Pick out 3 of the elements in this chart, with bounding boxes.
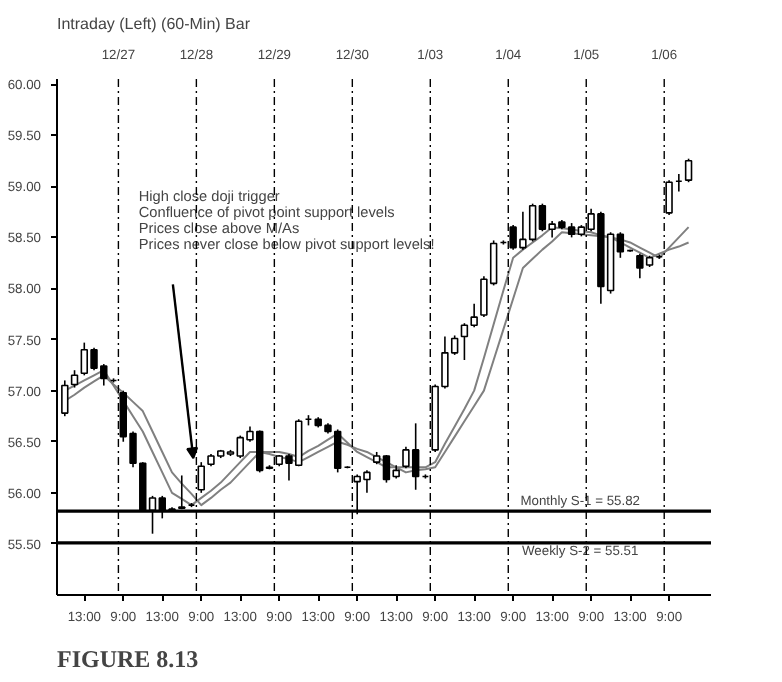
chart-title: Intraday (Left) (60-Min) Bar <box>57 15 251 33</box>
caption: FIGURE 8.13 <box>57 645 199 673</box>
candlestick <box>684 157 693 183</box>
